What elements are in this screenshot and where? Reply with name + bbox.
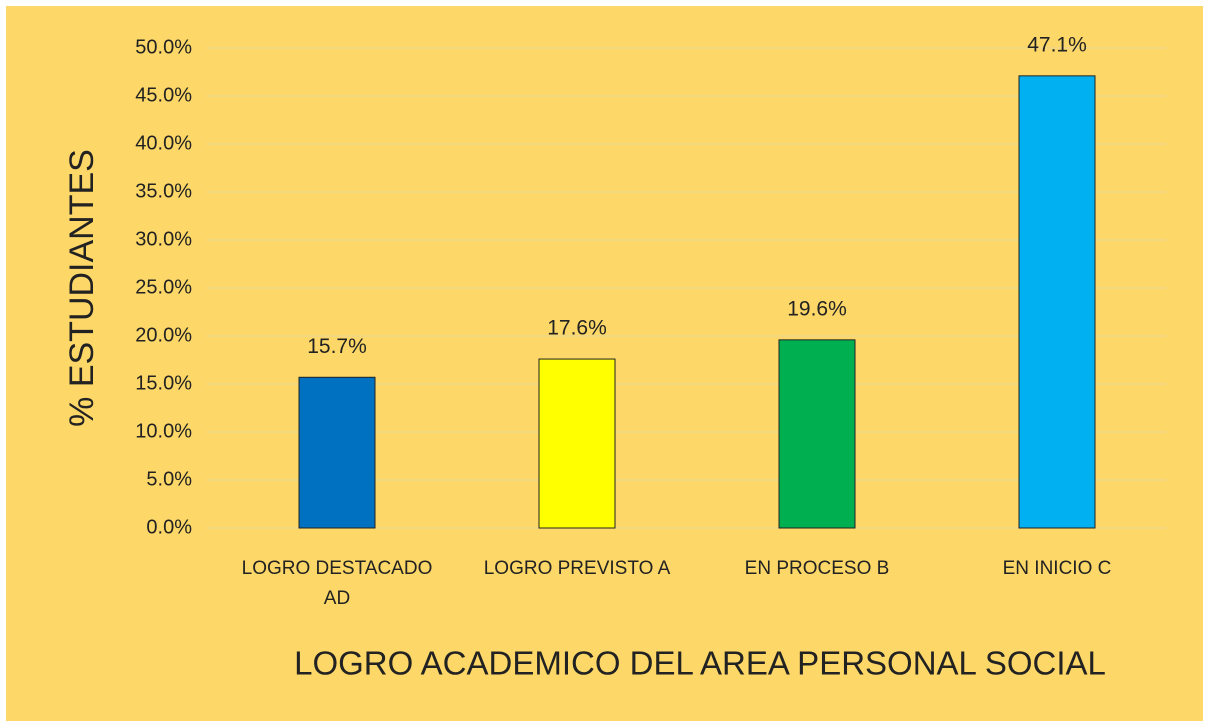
- y-tick-label: 20.0%: [135, 324, 192, 346]
- x-tick-label: LOGRO DESTACADO AD: [241, 558, 433, 609]
- y-tick-label: 25.0%: [135, 276, 192, 298]
- y-tick-label: 40.0%: [135, 132, 192, 154]
- x-axis-title: LOGRO ACADEMICO DEL AREA PERSONAL SOCIAL: [294, 645, 1106, 682]
- bar: [778, 339, 856, 529]
- data-label: 15.7%: [307, 335, 367, 358]
- chart: % ESTUDIANTES LOGRO ACADEMICO DEL AREA P…: [6, 6, 1203, 721]
- x-tick-label: EN INICIO C: [1002, 558, 1112, 579]
- y-tick-label: 50.0%: [135, 36, 192, 58]
- y-axis-title: % ESTUDIANTES: [63, 149, 101, 427]
- y-tick-label: 45.0%: [135, 84, 192, 106]
- data-label: 19.6%: [787, 297, 847, 320]
- y-tick-label: 0.0%: [146, 516, 192, 538]
- chart-svg: % ESTUDIANTES LOGRO ACADEMICO DEL AREA P…: [63, 33, 1167, 682]
- data-label: 47.1%: [1027, 33, 1087, 56]
- y-tick-label: 15.0%: [135, 372, 192, 394]
- y-tick-label: 35.0%: [135, 180, 192, 202]
- x-tick-label: LOGRO PREVISTO A: [483, 558, 671, 579]
- data-label: 17.6%: [547, 317, 607, 340]
- x-tick-label: EN PROCESO B: [744, 558, 890, 579]
- bar: [538, 358, 616, 529]
- y-tick-label: 10.0%: [135, 420, 192, 442]
- bar: [1018, 75, 1096, 529]
- bar: [298, 376, 376, 529]
- y-tick-label: 5.0%: [146, 468, 192, 490]
- y-tick-label: 30.0%: [135, 228, 192, 250]
